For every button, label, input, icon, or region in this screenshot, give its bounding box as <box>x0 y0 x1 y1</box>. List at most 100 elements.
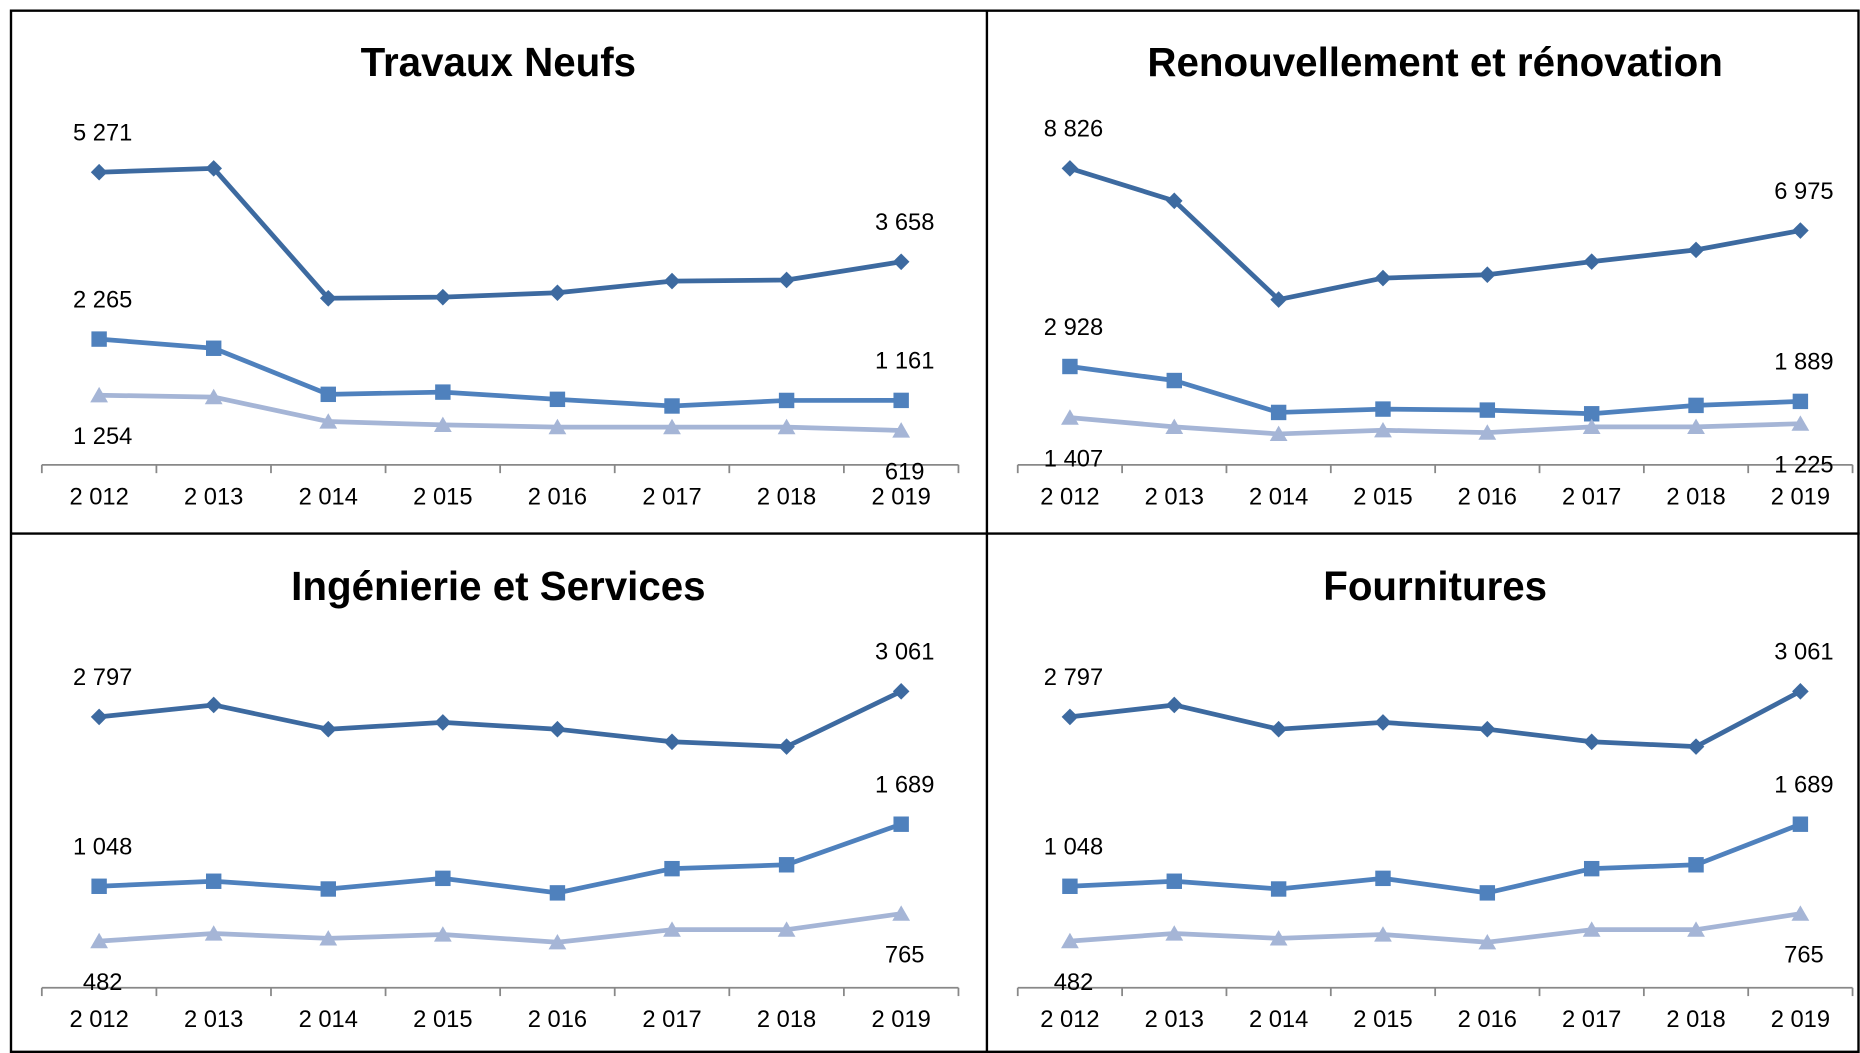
marker <box>1583 860 1600 877</box>
marker <box>1791 905 1810 921</box>
marker <box>319 720 337 738</box>
marker <box>893 392 909 409</box>
chart-title: Ingénierie et Services <box>291 564 705 609</box>
x-tick-label: 2 015 <box>413 484 472 510</box>
x-tick-label: 2 019 <box>1771 1007 1830 1033</box>
series-line <box>99 166 902 301</box>
x-tick-label: 2 019 <box>872 484 931 510</box>
series-line <box>1069 364 1801 417</box>
x-tick-label: 2 019 <box>872 1007 931 1033</box>
series-line <box>1069 415 1801 437</box>
x-tick-label: 2 017 <box>1562 1007 1621 1033</box>
marker <box>1687 418 1705 434</box>
marker <box>1270 720 1287 738</box>
marker <box>1583 406 1600 422</box>
marker <box>1792 683 1809 700</box>
x-tick-label: 2 017 <box>642 1007 701 1033</box>
x-tick-label: 2 017 <box>1562 484 1621 510</box>
data-label: 1 048 <box>73 835 132 861</box>
marker <box>1375 870 1391 887</box>
marker <box>1479 885 1496 901</box>
marker <box>664 860 680 877</box>
marker <box>1479 266 1496 284</box>
marker <box>1687 241 1705 259</box>
marker <box>435 870 451 887</box>
chart-title: Fournitures <box>1323 564 1547 609</box>
marker <box>1374 926 1392 942</box>
data-label: 619 <box>885 459 925 485</box>
marker <box>1583 733 1600 751</box>
series-line <box>99 821 902 896</box>
marker <box>1166 873 1182 889</box>
x-tick-label: 2 015 <box>1353 1007 1412 1033</box>
marker <box>433 926 452 942</box>
marker <box>1582 921 1601 937</box>
chart-title: Travaux Neufs <box>361 40 637 85</box>
marker <box>1374 714 1392 731</box>
marker <box>1061 160 1079 177</box>
x-tick-label: 2 012 <box>1040 484 1099 510</box>
data-label: 3 061 <box>1774 640 1833 666</box>
data-label: 1 225 <box>1774 453 1833 479</box>
marker <box>1165 192 1183 210</box>
data-label: 2 928 <box>1044 315 1103 341</box>
marker <box>319 413 338 429</box>
marker <box>434 714 452 731</box>
marker <box>777 921 796 937</box>
marker <box>549 885 566 901</box>
x-tick-label: 2 018 <box>1666 484 1725 510</box>
data-label: 1 048 <box>1044 835 1103 861</box>
marker <box>1374 269 1392 287</box>
marker <box>1165 925 1184 941</box>
x-tick-label: 2 014 <box>299 1007 358 1033</box>
marker <box>205 873 222 889</box>
marker <box>1583 253 1600 270</box>
x-tick-label: 2 016 <box>1458 484 1517 510</box>
marker <box>1688 397 1704 414</box>
marker <box>778 271 795 289</box>
marker <box>1165 696 1183 714</box>
x-tick-label: 2 013 <box>184 1007 243 1033</box>
marker <box>1792 393 1809 410</box>
marker <box>90 932 109 949</box>
marker <box>435 384 451 400</box>
marker <box>1582 418 1601 434</box>
marker <box>1792 816 1809 832</box>
data-label: 2 797 <box>73 665 132 691</box>
marker <box>777 418 796 435</box>
data-label: 2 265 <box>73 287 132 313</box>
marker <box>778 738 795 755</box>
x-tick-label: 2 012 <box>69 1007 128 1033</box>
x-tick-label: 2 016 <box>528 484 587 510</box>
data-label: 8 826 <box>1044 117 1103 143</box>
data-label: 1 161 <box>875 349 934 375</box>
series-line <box>1069 821 1802 896</box>
x-tick-label: 2 014 <box>299 484 358 510</box>
marker <box>1687 738 1705 755</box>
x-tick-label: 2 015 <box>413 1007 472 1033</box>
x-tick-label: 2 016 <box>1458 1007 1517 1033</box>
marker <box>892 683 910 700</box>
marker <box>205 340 222 356</box>
marker <box>1061 409 1079 425</box>
x-tick-label: 2 014 <box>1249 484 1308 510</box>
series-line <box>1069 166 1801 302</box>
x-tick-label: 2 013 <box>1145 484 1204 510</box>
marker <box>1374 421 1392 438</box>
marker <box>548 933 567 950</box>
data-label: 1 407 <box>1044 447 1103 473</box>
data-label: 6 975 <box>1774 179 1833 205</box>
marker <box>1166 372 1182 389</box>
marker <box>204 388 223 405</box>
marker <box>549 391 566 408</box>
marker <box>548 418 567 435</box>
x-tick-label: 2 012 <box>1040 1007 1099 1033</box>
x-tick-label: 2 013 <box>1145 1007 1204 1033</box>
marker <box>778 392 795 409</box>
marker <box>434 288 452 306</box>
x-tick-label: 2 017 <box>642 484 701 510</box>
marker <box>90 708 108 726</box>
marker <box>892 253 910 271</box>
marker <box>1270 881 1287 897</box>
series-line <box>1069 911 1801 945</box>
